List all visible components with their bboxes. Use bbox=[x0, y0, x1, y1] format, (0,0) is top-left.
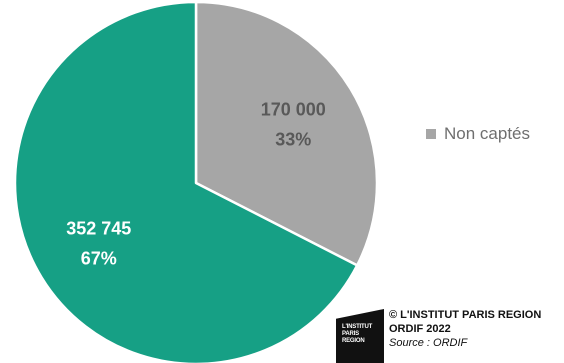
logo-line-1: L'INSTITUT bbox=[342, 324, 373, 330]
legend-swatch-non-captes bbox=[426, 129, 436, 139]
legend: Non captés bbox=[426, 124, 530, 144]
logo-line-3: REGION bbox=[342, 338, 365, 344]
percent-label-2: 67% bbox=[81, 249, 117, 269]
legend-label-non-captes: Non captés bbox=[444, 124, 530, 143]
credit-source: Source : ORDIF bbox=[389, 337, 468, 349]
value-label-1: 170 000 bbox=[261, 99, 326, 119]
credit-ordif-year: ORDIF 2022 bbox=[389, 323, 451, 335]
pie-slice-1 bbox=[194, 0, 379, 267]
percent-label-1: 33% bbox=[275, 129, 311, 149]
value-label-2: 352 745 bbox=[66, 219, 131, 239]
credit-text: © L'INSTITUT PARIS REGION ORDIF 2022 Sou… bbox=[389, 308, 541, 350]
institut-logo-text: L'INSTITUT PARIS REGION bbox=[342, 324, 372, 345]
pie-slice-2 bbox=[13, 0, 359, 363]
institut-logo: L'INSTITUT PARIS REGION bbox=[336, 309, 384, 363]
credit-block: L'INSTITUT PARIS REGION © L'INSTITUT PAR… bbox=[336, 309, 541, 363]
logo-line-2: PARIS bbox=[342, 331, 359, 337]
credit-copyright: © L'INSTITUT PARIS REGION bbox=[389, 309, 542, 321]
